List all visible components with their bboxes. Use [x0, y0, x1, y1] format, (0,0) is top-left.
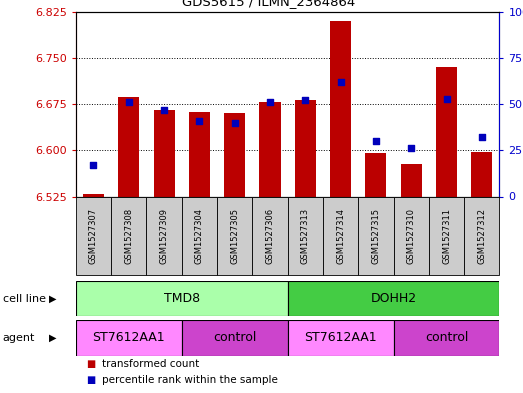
Text: control: control [425, 331, 468, 345]
Point [477, 134, 486, 141]
Bar [323, 196, 358, 275]
Point [124, 99, 133, 105]
Bar [288, 196, 323, 275]
Bar [76, 196, 111, 275]
Bar [429, 196, 464, 275]
Text: GDS5615 / ILMN_2364864: GDS5615 / ILMN_2364864 [181, 0, 355, 8]
Point [442, 95, 451, 102]
Bar [224, 113, 245, 196]
Bar [76, 320, 181, 356]
Bar [259, 102, 280, 196]
Bar [436, 66, 457, 196]
Text: ■: ■ [86, 358, 96, 369]
Text: cell line: cell line [3, 294, 46, 304]
Text: percentile rank within the sample: percentile rank within the sample [102, 375, 278, 385]
Bar [288, 281, 499, 316]
Text: GSM1527312: GSM1527312 [477, 208, 486, 264]
Bar [288, 320, 393, 356]
Point [407, 145, 415, 152]
Text: transformed count: transformed count [102, 358, 199, 369]
Bar [76, 281, 288, 316]
Text: GSM1527309: GSM1527309 [160, 208, 168, 264]
Text: GSM1527310: GSM1527310 [407, 208, 416, 264]
Text: DOHH2: DOHH2 [370, 292, 417, 305]
Text: GSM1527305: GSM1527305 [230, 208, 239, 264]
Bar [217, 196, 252, 275]
Text: TMD8: TMD8 [164, 292, 200, 305]
Text: GSM1527307: GSM1527307 [89, 208, 98, 264]
Text: ST7612AA1: ST7612AA1 [304, 331, 377, 345]
Text: GSM1527314: GSM1527314 [336, 208, 345, 264]
Bar [464, 196, 499, 275]
Text: GSM1527306: GSM1527306 [266, 208, 275, 264]
Point [301, 97, 310, 104]
Text: agent: agent [3, 333, 35, 343]
Point [160, 107, 168, 113]
Bar [181, 320, 288, 356]
Bar [189, 112, 210, 196]
Bar [365, 153, 386, 196]
Bar [294, 101, 316, 196]
Bar [83, 194, 104, 196]
Text: GSM1527304: GSM1527304 [195, 208, 204, 264]
Text: GSM1527308: GSM1527308 [124, 208, 133, 264]
Text: GSM1527311: GSM1527311 [442, 208, 451, 264]
Point [336, 79, 345, 85]
Text: ▶: ▶ [49, 294, 56, 304]
Bar [181, 196, 217, 275]
Bar [118, 97, 139, 196]
Point [89, 162, 98, 168]
Bar [146, 196, 181, 275]
Bar [154, 110, 175, 196]
Text: GSM1527313: GSM1527313 [301, 208, 310, 264]
Text: control: control [213, 331, 256, 345]
Bar [111, 196, 146, 275]
Bar [471, 152, 492, 196]
Bar [401, 165, 422, 196]
Text: ST7612AA1: ST7612AA1 [93, 331, 165, 345]
Bar [393, 196, 429, 275]
Bar [252, 196, 288, 275]
Text: ■: ■ [86, 375, 96, 385]
Bar [393, 320, 499, 356]
Bar [358, 196, 393, 275]
Text: ▶: ▶ [49, 333, 56, 343]
Text: GSM1527315: GSM1527315 [371, 208, 380, 264]
Point [266, 99, 274, 105]
Point [372, 138, 380, 144]
Bar [330, 21, 351, 196]
Point [231, 119, 239, 126]
Point [195, 118, 203, 124]
